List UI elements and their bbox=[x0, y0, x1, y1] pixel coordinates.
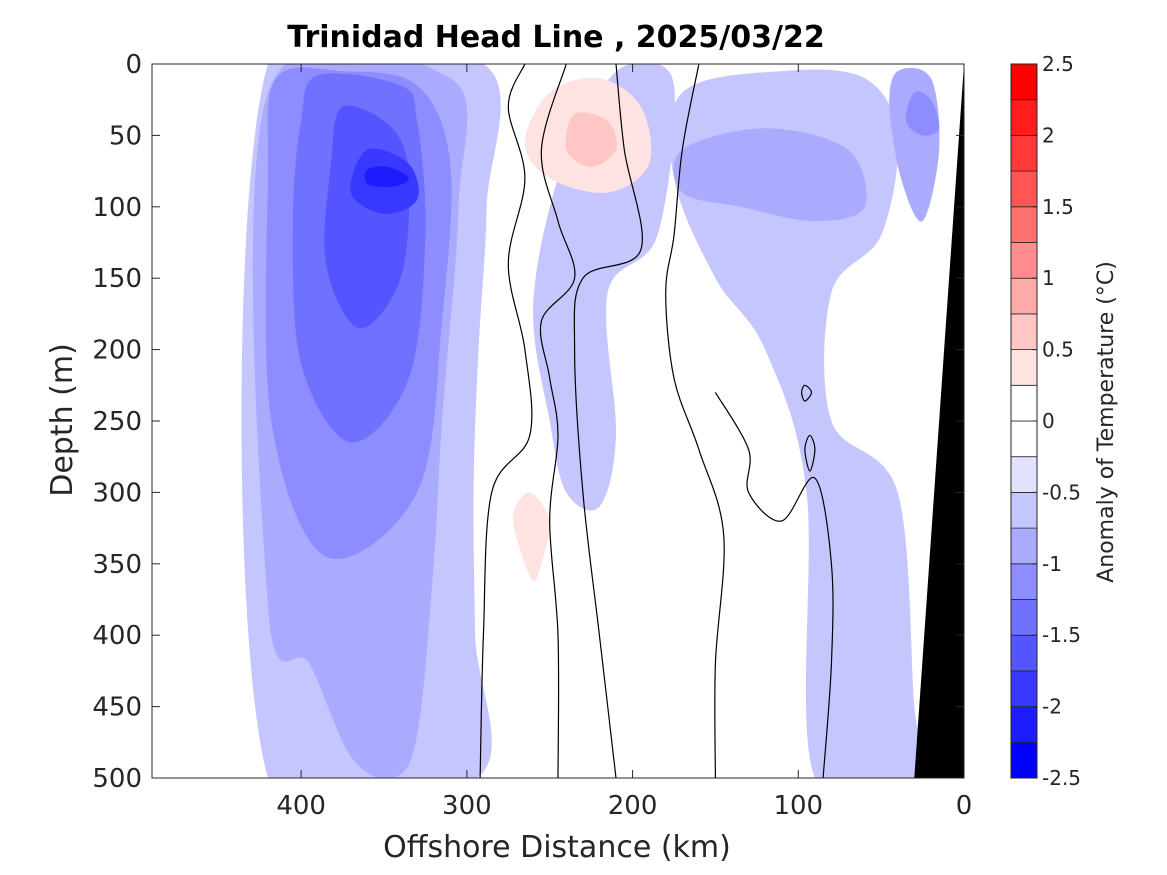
y-tick-label: 450 bbox=[92, 693, 142, 723]
zero-contour-0 bbox=[479, 64, 533, 778]
y-axis-label: Depth (m) bbox=[45, 343, 80, 497]
colorbar-tick-label: -2 bbox=[1042, 695, 1062, 719]
y-tick-label: 400 bbox=[92, 621, 142, 651]
colorbar-swatch bbox=[1010, 63, 1038, 101]
colorbar-tick-label: 1 bbox=[1042, 266, 1055, 290]
colorbar-swatch bbox=[1010, 206, 1038, 243]
colorbar-swatch bbox=[1010, 170, 1038, 208]
zero-contour-4 bbox=[714, 392, 834, 778]
colorbar-label: Anomaly of Temperature (°C) bbox=[1094, 261, 1119, 583]
colorbar-swatch bbox=[1010, 384, 1038, 422]
y-tick-label: 50 bbox=[109, 121, 142, 151]
y-tick-label: 350 bbox=[92, 550, 142, 580]
colorbar-swatch bbox=[1010, 99, 1038, 136]
colorbar-swatch bbox=[1010, 134, 1038, 172]
colorbar-swatch bbox=[1010, 277, 1038, 315]
colorbar-swatch bbox=[1010, 313, 1038, 350]
anomaly-region-11 bbox=[905, 91, 940, 136]
zero-contour-5 bbox=[804, 434, 816, 472]
y-tick-label: 300 bbox=[92, 478, 142, 508]
x-tick-label: 0 bbox=[956, 791, 973, 821]
zero-contour-2 bbox=[573, 64, 643, 778]
land-mask bbox=[914, 64, 964, 778]
colorbar-tick-label: -1.5 bbox=[1042, 623, 1081, 647]
colorbar-tick-label: 0 bbox=[1042, 409, 1055, 433]
colorbar-swatch bbox=[1010, 741, 1038, 779]
colorbar-swatch bbox=[1010, 634, 1038, 672]
colorbar-tick-label: -2.5 bbox=[1042, 766, 1081, 790]
colorbar-swatch bbox=[1010, 491, 1038, 529]
anomaly-region-6 bbox=[364, 166, 409, 188]
colorbar-swatch bbox=[1010, 670, 1038, 708]
colorbar-swatch bbox=[1010, 527, 1038, 565]
colorbar-tick-label: 0.5 bbox=[1042, 338, 1074, 362]
colorbar-swatch bbox=[1010, 563, 1038, 600]
zero-contour-6 bbox=[800, 384, 813, 402]
y-tick-label: 0 bbox=[125, 50, 142, 80]
x-tick-label: 300 bbox=[442, 791, 492, 821]
anomaly-region-14 bbox=[512, 492, 551, 582]
y-tick-label: 500 bbox=[92, 764, 142, 794]
anomaly-region-13 bbox=[565, 112, 617, 167]
y-tick-label: 250 bbox=[92, 407, 142, 437]
y-tick-label: 100 bbox=[92, 193, 142, 223]
anomaly-region-8 bbox=[669, 69, 929, 778]
colorbar-swatch bbox=[1010, 599, 1038, 636]
colorbar-tick-label: 2 bbox=[1042, 123, 1055, 147]
zero-contour-3 bbox=[665, 64, 725, 778]
chart-title: Trinidad Head Line , 2025/03/22 bbox=[287, 20, 824, 55]
x-tick-label: 100 bbox=[773, 791, 823, 821]
anomaly-region-9 bbox=[673, 128, 867, 222]
x-tick-label: 400 bbox=[276, 791, 326, 821]
colorbar-swatch bbox=[1010, 349, 1038, 386]
colorbar-tick-label: -0.5 bbox=[1042, 480, 1081, 504]
colorbar-swatch bbox=[1010, 456, 1038, 493]
x-axis-label: Offshore Distance (km) bbox=[383, 830, 731, 865]
contour-fill-group bbox=[241, 64, 964, 778]
colorbar-swatch bbox=[1010, 420, 1038, 458]
colorbar-swatch bbox=[1010, 706, 1038, 743]
colorbar-tick-label: 1.5 bbox=[1042, 195, 1074, 219]
colorbar-tick-label: -1 bbox=[1042, 552, 1062, 576]
zero-contour-1 bbox=[539, 64, 576, 778]
y-tick-label: 200 bbox=[92, 336, 142, 366]
x-tick-label: 200 bbox=[608, 791, 658, 821]
colorbar-swatch bbox=[1010, 242, 1038, 279]
colorbar-tick-label: 2.5 bbox=[1042, 52, 1074, 76]
y-tick-label: 150 bbox=[92, 264, 142, 294]
